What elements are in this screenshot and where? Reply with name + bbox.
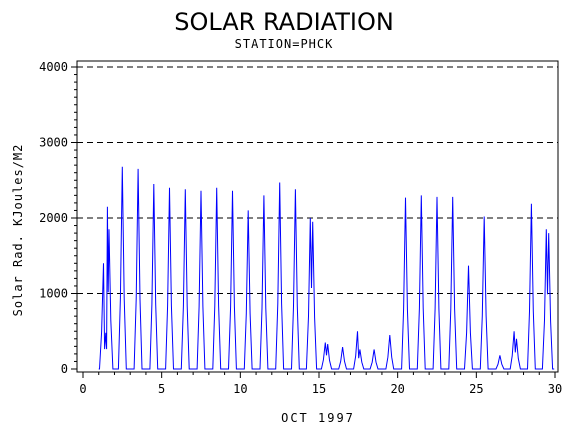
y-tick-label: 1000 <box>39 287 68 301</box>
grid-lines <box>77 66 558 294</box>
x-axis: 0 5 10 15 20 25 30 <box>79 372 562 396</box>
chart-title: SOLAR RADIATION <box>174 8 394 36</box>
series-line <box>98 166 555 370</box>
x-tick-label: 30 <box>548 382 562 396</box>
x-tick-label: 10 <box>233 382 247 396</box>
y-tick-label: 0 <box>61 362 68 376</box>
y-tick-label: 2000 <box>39 211 68 225</box>
y-tick-label: 4000 <box>39 60 68 74</box>
y-tick-label: 3000 <box>39 136 68 150</box>
plot-frame <box>76 60 559 373</box>
x-tick-label: 25 <box>469 382 483 396</box>
chart-subtitle: STATION=PHCK <box>235 37 334 51</box>
x-tick-label: 15 <box>312 382 326 396</box>
x-tick-label: 5 <box>158 382 165 396</box>
series-group <box>98 166 555 370</box>
y-axis: 0 1000 2000 3000 4000 <box>39 60 77 376</box>
x-tick-label: 20 <box>390 382 404 396</box>
x-tick-label: 0 <box>79 382 86 396</box>
y-axis-label: Solar Rad. KJoules/M2 <box>11 144 25 317</box>
x-axis-label: OCT 1997 <box>281 411 355 425</box>
